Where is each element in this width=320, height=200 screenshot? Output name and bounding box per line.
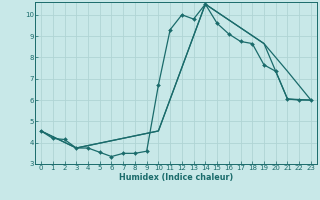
X-axis label: Humidex (Indice chaleur): Humidex (Indice chaleur) [119, 173, 233, 182]
